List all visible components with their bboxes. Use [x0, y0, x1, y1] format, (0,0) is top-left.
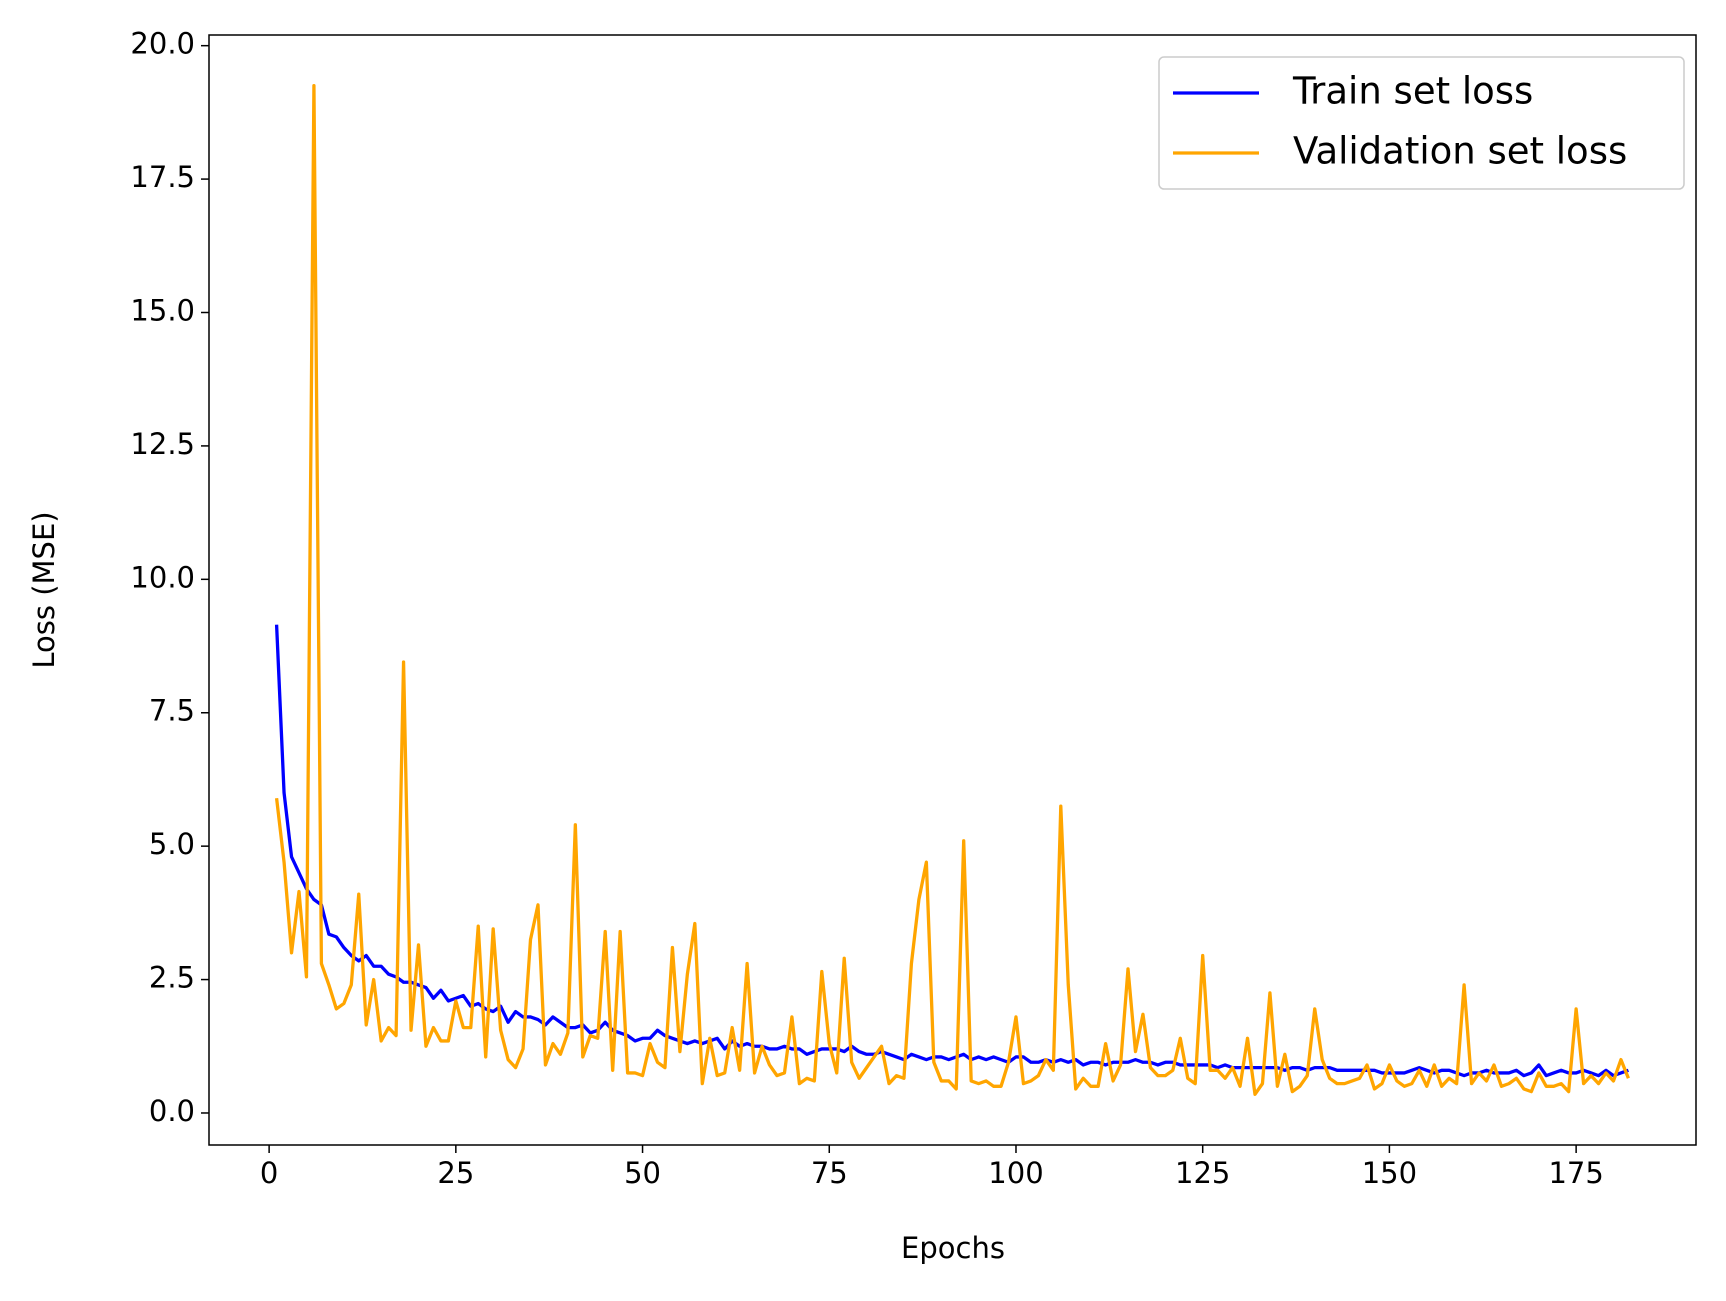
plot-frame — [208, 34, 1697, 1146]
x-tick-label: 50 — [624, 1156, 661, 1190]
x-tick-label: 150 — [1362, 1156, 1417, 1190]
x-tick-label: 25 — [437, 1156, 474, 1190]
y-tick-label: 20.0 — [130, 27, 195, 61]
x-tick-label: 175 — [1548, 1156, 1603, 1190]
y-tick-label: 15.0 — [130, 294, 195, 328]
y-tick-label: 5.0 — [149, 827, 195, 861]
y-tick-label: 2.5 — [149, 961, 195, 995]
legend-box — [1158, 56, 1685, 190]
x-tick-label: 125 — [1175, 1156, 1230, 1190]
y-tick-label: 17.5 — [130, 160, 195, 194]
series-line — [274, 624, 1629, 1078]
legend-label: Train set loss — [1292, 70, 1533, 113]
y-tick-label: 0.0 — [149, 1094, 195, 1128]
y-axis-label: Loss (MSE) — [27, 511, 61, 668]
x-tick-label: 100 — [988, 1156, 1043, 1190]
y-tick-label: 10.0 — [130, 560, 195, 594]
y-tick-label: 7.5 — [149, 694, 195, 728]
x-tick-label: 0 — [260, 1156, 278, 1190]
x-tick-label: 75 — [811, 1156, 848, 1190]
x-axis-label: Epochs — [901, 1231, 1005, 1265]
series-line — [274, 84, 1630, 1096]
y-tick-label: 12.5 — [130, 427, 195, 461]
legend-label: Validation set loss — [1293, 130, 1627, 173]
